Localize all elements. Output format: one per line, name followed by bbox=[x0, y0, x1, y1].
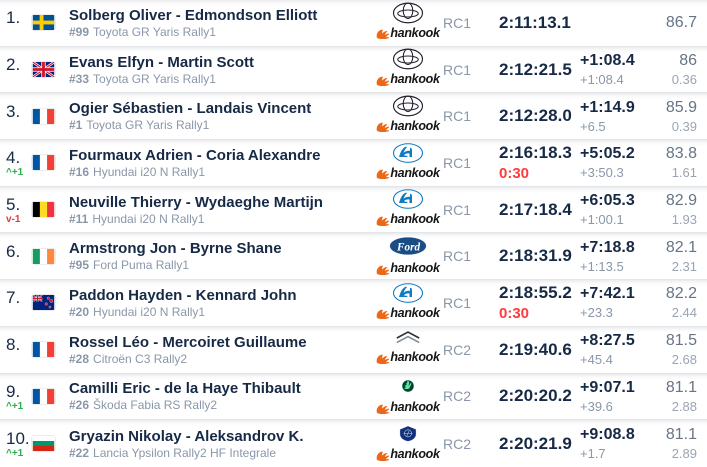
svg-text:Ford: Ford bbox=[396, 241, 420, 253]
